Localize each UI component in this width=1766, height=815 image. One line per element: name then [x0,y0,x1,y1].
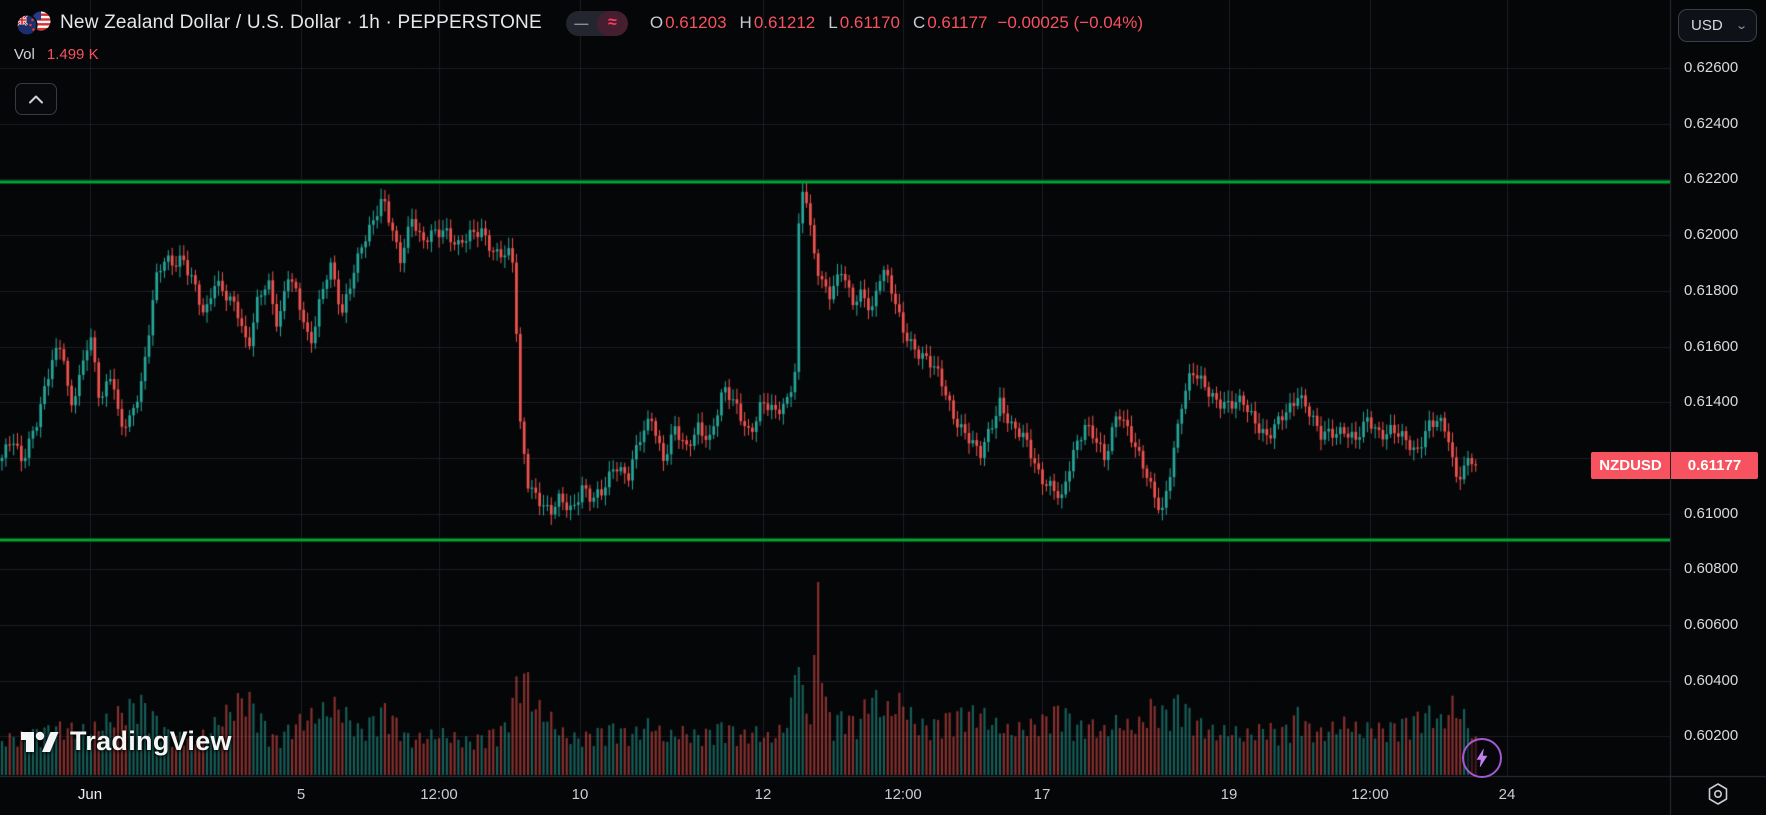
price-scale[interactable]: 0.62600 0.62400 0.62200 0.62000 0.61800 0.616… [1670,0,1766,776]
tradingview-watermark: TradingView [20,726,232,757]
time-tick-label: 10 [571,786,589,803]
volume-value: 1.499 K [46,46,99,63]
price-tick-label: 0.61600 [1684,337,1739,355]
tradingview-watermark-text: TradingView [70,726,232,756]
legend-visibility-toggle[interactable]: — ≈ [565,10,628,36]
last-price-axis-label: NZDUSD 0.61177 [1591,452,1758,479]
high-label: H [739,13,752,32]
last-price-value: 0.61177 [1671,452,1758,479]
chevron-down-icon: ⌄ [1734,20,1748,32]
time-tick-label: 17 [1033,786,1051,803]
price-tick-label: 0.62000 [1684,226,1739,244]
time-tick-label: 12:00 [420,786,458,803]
open-value: 0.61203 [665,13,727,32]
quick-trade-lightning-button[interactable] [1462,738,1502,778]
currency-unit-button[interactable]: USD ⌄ [1678,9,1757,42]
low-label: L [828,13,838,32]
close-value: 0.61177 [927,13,988,32]
time-tick-label: Jun [77,786,103,803]
collapse-dash-icon[interactable]: — [574,15,589,31]
symbol-flags-icon [14,9,52,37]
symbol-title[interactable]: New Zealand Dollar / U.S. Dollar · 1h · … [60,12,542,33]
high-value: 0.61212 [753,13,816,32]
volume-label: Vol [14,46,35,63]
approx-values-icon[interactable]: ≈ [596,10,628,36]
close-label: C [912,13,926,32]
price-tick-label: 0.62600 [1684,59,1739,76]
price-tick-label: 0.60600 [1684,616,1739,633]
last-price-symbol: NZDUSD [1591,452,1670,479]
lightning-bolt-icon [1476,748,1488,768]
low-value: 0.61170 [839,13,900,32]
time-scale[interactable]: Jun 5 12:00 10 12 12:00 17 19 12:00 24 [0,777,1766,815]
change-value: −0.00025 (−0.04%) [997,13,1143,32]
time-tick-label: 5 [296,786,306,803]
price-tick-label: 0.60400 [1684,671,1739,689]
price-tick-label: 0.60200 [1684,727,1739,745]
chart-legend-header: New Zealand Dollar / U.S. Dollar · 1h · … [14,9,1143,37]
price-tick-label: 0.62400 [1684,114,1739,132]
price-tick-label: 0.61800 [1684,281,1739,299]
time-tick-label: 19 [1220,786,1238,803]
collapse-legend-button[interactable] [15,83,57,115]
settings-hexagon-icon[interactable] [1705,781,1731,807]
chevron-up-icon [29,95,43,103]
time-tick-label: 12:00 [884,786,922,803]
time-tick-label: 12 [754,786,772,803]
time-tick-label: 12:00 [1351,786,1389,803]
time-tick-label: 24 [1498,786,1516,803]
price-tick-label: 0.61000 [1684,504,1739,522]
volume-readout: Vol 1.499 K [14,46,99,63]
open-label: O [649,13,664,32]
tradingview-logo-icon [21,731,59,752]
currency-unit-label: USD [1691,17,1723,34]
price-tick-label: 0.61400 [1684,393,1739,411]
ohlc-readout: O 0.61203 H 0.61212 L 0.61170 C 0.61177 … [650,13,1143,33]
price-tick-label: 0.62200 [1684,170,1739,188]
price-tick-label: 0.60800 [1684,560,1739,578]
